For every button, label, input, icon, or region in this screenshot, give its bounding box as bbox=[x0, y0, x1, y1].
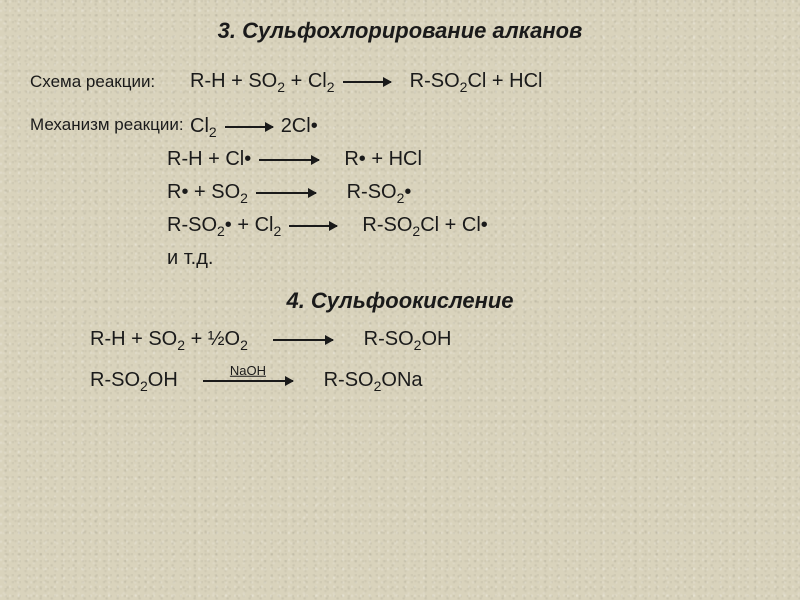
arrow-icon: NaOH bbox=[203, 380, 293, 382]
scheme-rhs: R-SO2Cl + HCl bbox=[399, 70, 543, 93]
mech-step-3: R• + SO2 R-SO2• bbox=[167, 181, 488, 204]
scheme-equation: R-H + SO2 + Cl2 R-SO2Cl + HCl bbox=[190, 70, 542, 93]
arrow-icon bbox=[225, 126, 273, 128]
arrow-icon bbox=[273, 339, 333, 341]
mech-step-2: R-H + Cl• R• + HCl bbox=[167, 148, 488, 171]
ox-equation-2: R-SO2OH NaOH R-SO2ONa bbox=[30, 369, 770, 392]
arrow-icon bbox=[259, 159, 319, 161]
mech-step-4: R-SO2• + Cl2 R-SO2Cl + Cl• bbox=[167, 214, 488, 237]
scheme-row: Схема реакции: R-H + SO2 + Cl2 R-SO2Cl +… bbox=[30, 70, 770, 93]
section-title: 3. Сульфохлорирование алканов bbox=[30, 18, 770, 44]
mech-etc: и т.д. bbox=[167, 247, 488, 270]
scheme-label: Схема реакции: bbox=[30, 72, 190, 92]
arrow-icon bbox=[343, 81, 391, 83]
mechanism-row: Механизм реакции: Cl2 2Cl• R-H + Cl• R• … bbox=[30, 115, 770, 270]
arrow-icon bbox=[256, 192, 316, 194]
mechanism-steps: Cl2 2Cl• R-H + Cl• R• + HCl R• + SO2 R-S… bbox=[190, 115, 488, 270]
mech-step-1: Cl2 2Cl• bbox=[190, 115, 488, 138]
section-title-2: 4. Сульфоокисление bbox=[30, 288, 770, 314]
scheme-lhs: R-H + SO2 + Cl2 bbox=[190, 70, 335, 93]
ox-equation-1: R-H + SO2 + ½O2 R-SO2OH bbox=[30, 328, 770, 351]
arrow-label: NaOH bbox=[230, 362, 266, 377]
arrow-icon bbox=[289, 225, 337, 227]
mechanism-label: Механизм реакции: bbox=[30, 115, 190, 135]
